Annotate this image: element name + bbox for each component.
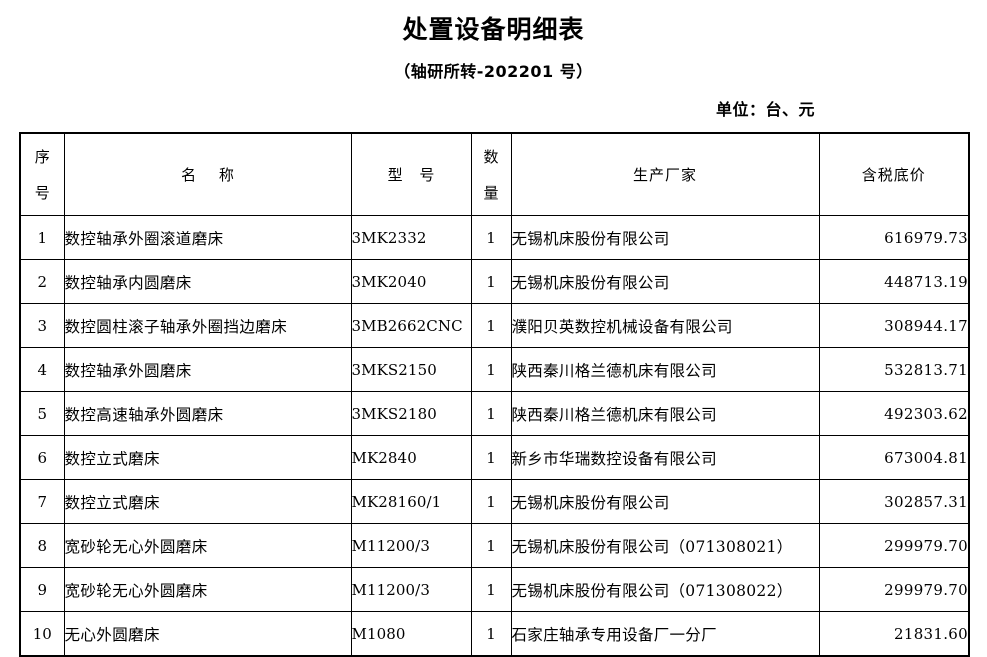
equipment-table-container: 序 号 名 称 型 号 数 量 生产厂家 含税底价 1 数控轴承外圈滚道磨床 3MK…	[19, 132, 970, 657]
cell-quantity: 1	[470, 391, 512, 436]
cell-manufacturer: 陕西秦川格兰德机床有限公司	[510, 347, 820, 392]
cell-price: 302857.31	[818, 479, 970, 524]
cell-price: 299979.70	[818, 567, 970, 612]
cell-seq: 3	[19, 303, 65, 348]
table-row: 10 无心外圆磨床 M1080 1 石家庄轴承专用设备厂一分厂 21831.60	[19, 611, 970, 657]
cell-manufacturer: 濮阳贝英数控机械设备有限公司	[510, 303, 820, 348]
column-header-quantity-line1: 数	[483, 147, 499, 166]
cell-price: 616979.73	[818, 215, 970, 260]
table-header: 序 号 名 称 型 号 数 量 生产厂家 含税底价	[19, 132, 970, 216]
cell-quantity: 1	[470, 303, 512, 348]
table-row: 1 数控轴承外圈滚道磨床 3MK2332 1 无锡机床股份有限公司 616979.73	[19, 215, 970, 260]
cell-model: MK28160/1	[350, 479, 472, 524]
cell-name: 数控轴承外圈滚道磨床	[63, 215, 352, 260]
cell-seq: 5	[19, 391, 65, 436]
cell-manufacturer: 无锡机床股份有限公司（071308021）	[510, 523, 820, 568]
cell-name: 数控高速轴承外圆磨床	[63, 391, 352, 436]
column-header-seq-line1: 序	[34, 147, 50, 166]
cell-manufacturer: 陕西秦川格兰德机床有限公司	[510, 391, 820, 436]
table-body: 1 数控轴承外圈滚道磨床 3MK2332 1 无锡机床股份有限公司 616979.73 2 数…	[19, 215, 970, 657]
table-header-row: 序 号 名 称 型 号 数 量 生产厂家 含税底价	[19, 132, 970, 216]
column-header-seq: 序 号	[19, 132, 65, 216]
cell-quantity: 1	[470, 347, 512, 392]
cell-name: 宽砂轮无心外圆磨床	[63, 567, 352, 612]
cell-name: 数控圆柱滚子轴承外圈挡边磨床	[63, 303, 352, 348]
column-header-price: 含税底价	[818, 132, 970, 216]
cell-model: 3MK2040	[350, 259, 472, 304]
cell-price: 532813.71	[818, 347, 970, 392]
cell-model: 3MK2332	[350, 215, 472, 260]
cell-name: 宽砂轮无心外圆磨床	[63, 523, 352, 568]
cell-price: 299979.70	[818, 523, 970, 568]
cell-quantity: 1	[470, 479, 512, 524]
table-row: 5 数控高速轴承外圆磨床 3MKS2180 1 陕西秦川格兰德机床有限公司 492303.…	[19, 391, 970, 436]
column-header-name: 名 称	[63, 132, 352, 216]
cell-quantity: 1	[470, 567, 512, 612]
table-row: 2 数控轴承内圆磨床 3MK2040 1 无锡机床股份有限公司 448713.19	[19, 259, 970, 304]
cell-seq: 4	[19, 347, 65, 392]
table-row: 6 数控立式磨床 MK2840 1 新乡市华瑞数控设备有限公司 673004.81	[19, 435, 970, 480]
column-header-model: 型 号	[350, 132, 472, 216]
cell-seq: 1	[19, 215, 65, 260]
column-header-quantity: 数 量	[470, 132, 512, 216]
column-header-seq-line2: 号	[34, 183, 50, 202]
column-header-manufacturer: 生产厂家	[510, 132, 820, 216]
table-row: 9 宽砂轮无心外圆磨床 M11200/3 1 无锡机床股份有限公司（071308022）…	[19, 567, 970, 612]
cell-quantity: 1	[470, 435, 512, 480]
cell-seq: 7	[19, 479, 65, 524]
cell-price: 492303.62	[818, 391, 970, 436]
cell-manufacturer: 无锡机床股份有限公司	[510, 479, 820, 524]
cell-seq: 8	[19, 523, 65, 568]
cell-model: MK2840	[350, 435, 472, 480]
cell-price: 673004.81	[818, 435, 970, 480]
table-row: 8 宽砂轮无心外圆磨床 M11200/3 1 无锡机床股份有限公司（071308021）…	[19, 523, 970, 568]
unit-note: 单位：台、元	[715, 100, 815, 119]
cell-manufacturer: 无锡机床股份有限公司（071308022）	[510, 567, 820, 612]
cell-model: M11200/3	[350, 523, 472, 568]
cell-manufacturer: 无锡机床股份有限公司	[510, 259, 820, 304]
cell-name: 无心外圆磨床	[63, 611, 352, 657]
cell-model: 3MKS2180	[350, 391, 472, 436]
cell-quantity: 1	[470, 611, 512, 657]
cell-name: 数控轴承内圆磨床	[63, 259, 352, 304]
cell-name: 数控立式磨床	[63, 435, 352, 480]
cell-seq: 2	[19, 259, 65, 304]
table-row: 4 数控轴承外圆磨床 3MKS2150 1 陕西秦川格兰德机床有限公司 532813.71	[19, 347, 970, 392]
cell-manufacturer: 石家庄轴承专用设备厂一分厂	[510, 611, 820, 657]
cell-seq: 10	[19, 611, 65, 657]
cell-name: 数控轴承外圆磨床	[63, 347, 352, 392]
cell-price: 21831.60	[818, 611, 970, 657]
cell-manufacturer: 无锡机床股份有限公司	[510, 215, 820, 260]
cell-seq: 9	[19, 567, 65, 612]
cell-name: 数控立式磨床	[63, 479, 352, 524]
page-title: 处置设备明细表	[402, 15, 585, 44]
cell-quantity: 1	[470, 523, 512, 568]
document-subtitle: （轴研所转-202201 号）	[394, 62, 593, 81]
cell-model: M1080	[350, 611, 472, 657]
cell-price: 308944.17	[818, 303, 970, 348]
cell-price: 448713.19	[818, 259, 970, 304]
table-row: 3 数控圆柱滚子轴承外圈挡边磨床 3MB2662CNC 1 濮阳贝英数控机械设备有限公司…	[19, 303, 970, 348]
cell-quantity: 1	[470, 259, 512, 304]
cell-quantity: 1	[470, 215, 512, 260]
cell-manufacturer: 新乡市华瑞数控设备有限公司	[510, 435, 820, 480]
cell-model: 3MB2662CNC	[350, 303, 472, 348]
cell-model: M11200/3	[350, 567, 472, 612]
table-row: 7 数控立式磨床 MK28160/1 1 无锡机床股份有限公司 302857.31	[19, 479, 970, 524]
equipment-table: 序 号 名 称 型 号 数 量 生产厂家 含税底价 1 数控轴承外圈滚道磨床 3MK…	[19, 132, 970, 657]
column-header-quantity-line2: 量	[483, 183, 499, 202]
cell-seq: 6	[19, 435, 65, 480]
cell-model: 3MKS2150	[350, 347, 472, 392]
